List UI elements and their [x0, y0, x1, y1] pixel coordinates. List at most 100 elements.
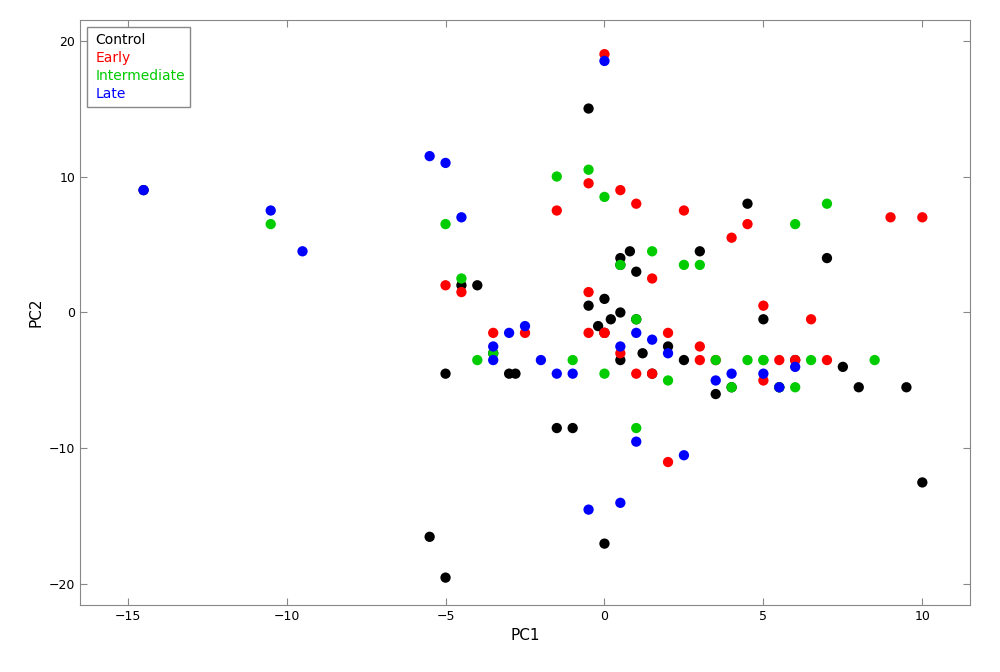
Point [549, 205, 565, 216]
Point [453, 212, 469, 222]
Point [851, 382, 867, 392]
Point [438, 218, 454, 229]
Point [628, 198, 644, 209]
Point [565, 423, 581, 433]
Point [438, 157, 454, 168]
Point [724, 382, 740, 392]
Point [676, 450, 692, 460]
Point [533, 355, 549, 366]
Point [724, 233, 740, 243]
Point [453, 280, 469, 291]
Point [590, 321, 606, 331]
Point [835, 362, 851, 372]
Point [581, 165, 597, 175]
Point [612, 259, 628, 270]
Point [517, 327, 533, 338]
Point [628, 327, 644, 338]
Point [803, 355, 819, 366]
Point [136, 185, 152, 196]
Point [581, 103, 597, 114]
Point [692, 259, 708, 270]
Point [787, 355, 803, 366]
Point [771, 382, 787, 392]
Point [628, 368, 644, 379]
Point [771, 382, 787, 392]
Point [708, 355, 724, 366]
Point [612, 253, 628, 263]
Point [453, 273, 469, 284]
Point [635, 348, 651, 359]
Point [644, 368, 660, 379]
Point [612, 497, 628, 508]
Point [453, 287, 469, 298]
Point [295, 246, 311, 257]
Point [771, 355, 787, 366]
Point [438, 368, 454, 379]
Point [692, 341, 708, 352]
Point [136, 185, 152, 196]
Point [549, 171, 565, 182]
Point [501, 368, 517, 379]
Point [485, 348, 501, 359]
Point [581, 504, 597, 515]
Point [469, 355, 485, 366]
Point [422, 151, 438, 161]
Point [660, 457, 676, 468]
Legend: Control, Early, Intermediate, Late: Control, Early, Intermediate, Late [87, 27, 190, 107]
Point [787, 362, 803, 372]
Point [485, 327, 501, 338]
Point [501, 327, 517, 338]
Point [438, 280, 454, 291]
Point [883, 212, 899, 222]
Point [628, 436, 644, 447]
Point [819, 198, 835, 209]
Point [628, 314, 644, 325]
Point [755, 368, 771, 379]
Point [612, 348, 628, 359]
Point [676, 259, 692, 270]
Point [517, 321, 533, 331]
Point [612, 185, 628, 196]
Point [565, 368, 581, 379]
Point [485, 348, 501, 359]
Point [549, 368, 565, 379]
Point [819, 253, 835, 263]
Point [581, 327, 597, 338]
X-axis label: PC1: PC1 [510, 628, 540, 643]
Point [485, 341, 501, 352]
Point [819, 355, 835, 366]
Point [612, 341, 628, 352]
Point [708, 355, 724, 366]
Point [549, 423, 565, 433]
Point [740, 355, 756, 366]
Point [708, 375, 724, 386]
Point [422, 532, 438, 542]
Point [740, 198, 756, 209]
Point [803, 314, 819, 325]
Point [596, 327, 612, 338]
Point [771, 382, 787, 392]
Point [660, 375, 676, 386]
Point [724, 382, 740, 392]
Point [755, 375, 771, 386]
Point [660, 348, 676, 359]
Point [628, 423, 644, 433]
Point [867, 355, 883, 366]
Point [914, 212, 930, 222]
Point [596, 368, 612, 379]
Point [596, 327, 612, 338]
Point [644, 368, 660, 379]
Point [787, 355, 803, 366]
Point [740, 218, 756, 229]
Point [755, 355, 771, 366]
Point [628, 266, 644, 277]
Point [581, 178, 597, 189]
Point [644, 246, 660, 257]
Point [622, 246, 638, 257]
Point [438, 573, 454, 583]
Point [755, 355, 771, 366]
Point [708, 388, 724, 399]
Point [596, 294, 612, 304]
Point [612, 259, 628, 270]
Point [469, 280, 485, 291]
